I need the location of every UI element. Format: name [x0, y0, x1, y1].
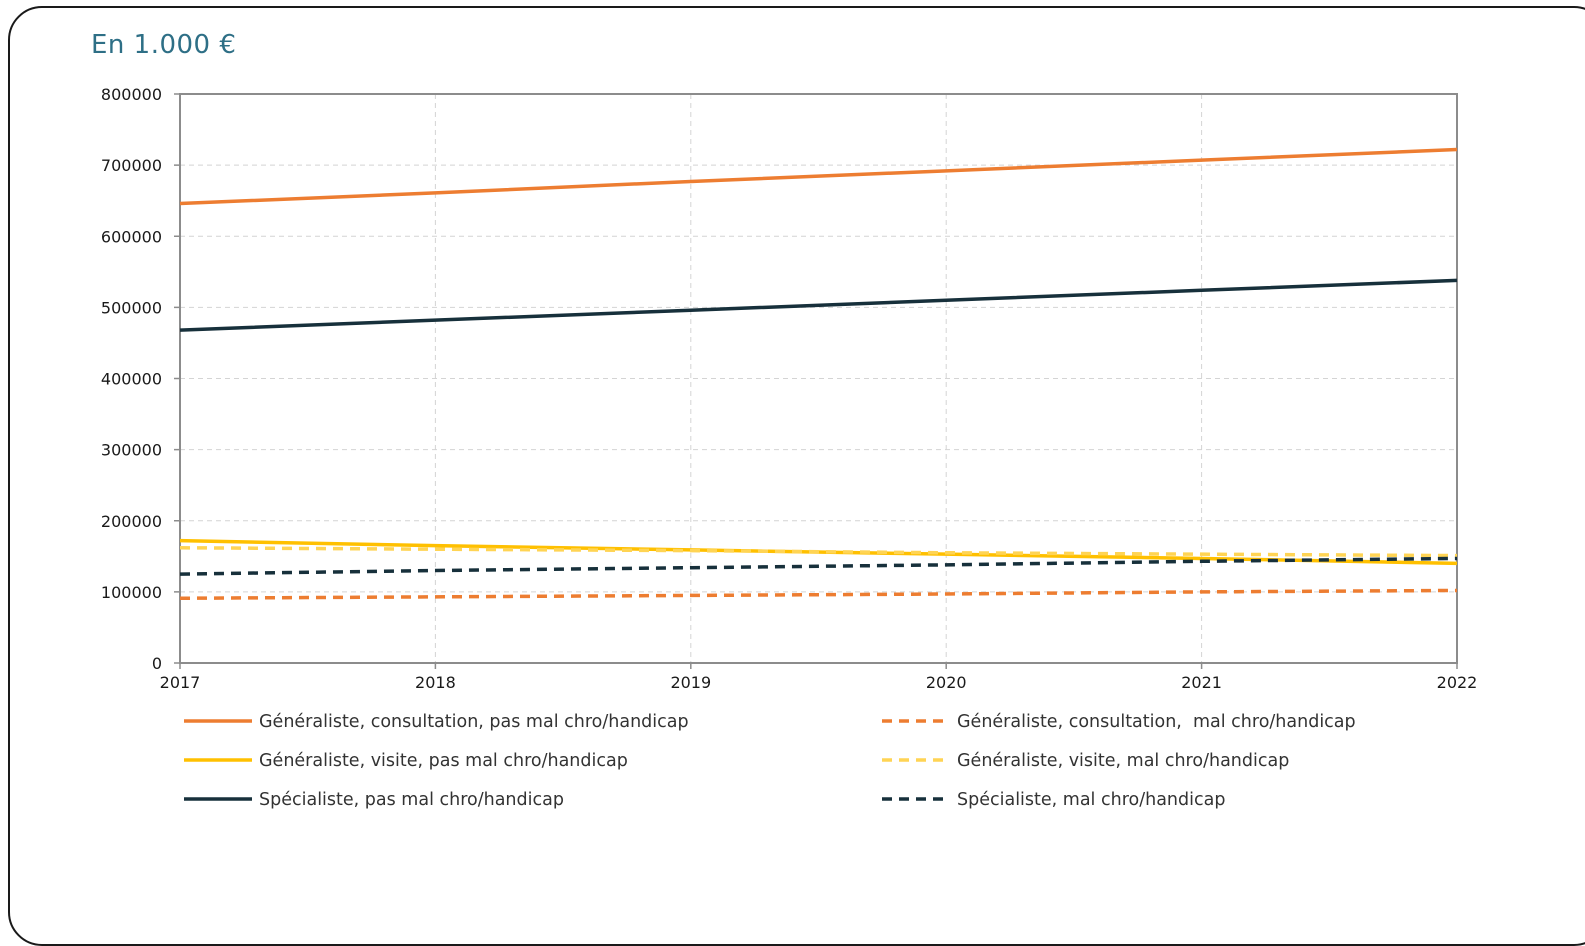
x-tick-label: 2019 [670, 673, 711, 692]
legend-item-3: Généraliste, visite, pas mal chro/handic… [184, 751, 628, 771]
tick-labels: 0 100000 200000 300000 400000 500000 600000 700… [101, 85, 1477, 692]
legend-item-1: Généraliste, consultation, pas mal chro/… [184, 712, 689, 732]
series-line-4 [179, 546, 1458, 558]
x-tick-label: 2018 [415, 673, 456, 692]
y-tick-label: 400000 [101, 370, 162, 389]
grid-layer [180, 93, 1457, 663]
series-line-6 [179, 556, 1458, 576]
series-line-5 [179, 278, 1458, 332]
series-line-2 [179, 588, 1458, 601]
legend-label: Généraliste, consultation, pas mal chro/… [259, 712, 689, 732]
y-tick-label: 200000 [101, 512, 162, 531]
series-line-1 [179, 147, 1458, 206]
y-tick-label: 600000 [101, 227, 162, 246]
legend-item-5: Spécialiste, pas mal chro/handicap [184, 790, 564, 810]
legend-label: Spécialiste, mal chro/handicap [957, 790, 1225, 810]
x-tick-label: 2021 [1181, 673, 1222, 692]
chart-frame [8, 6, 1585, 946]
x-tick-label: 2020 [926, 673, 967, 692]
legend: Généraliste, consultation, pas mal chro/… [184, 712, 1356, 810]
line-chart: 0 100000 200000 300000 400000 500000 600000 700… [101, 85, 1477, 810]
unit-label: En 1.000 € [91, 30, 237, 60]
axes-layer [174, 93, 1458, 669]
y-tick-label: 100000 [101, 583, 162, 602]
legend-item-4: Généraliste, visite, mal chro/handicap [882, 751, 1289, 771]
legend-label: Généraliste, visite, mal chro/handicap [957, 751, 1289, 771]
legend-label: Généraliste, consultation, mal chro/hand… [957, 712, 1356, 732]
y-tick-label: 800000 [101, 85, 162, 104]
series-layer [179, 147, 1458, 601]
x-tick-label: 2017 [160, 673, 201, 692]
legend-label: Spécialiste, pas mal chro/handicap [259, 790, 564, 810]
legend-label: Généraliste, visite, pas mal chro/handic… [259, 751, 628, 771]
x-tick-label: 2022 [1437, 673, 1478, 692]
y-tick-label: 0 [152, 654, 162, 673]
y-tick-label: 500000 [101, 298, 162, 317]
legend-item-2: Généraliste, consultation, mal chro/hand… [882, 712, 1356, 732]
y-tick-label: 700000 [101, 156, 162, 175]
y-tick-label: 300000 [101, 441, 162, 460]
legend-item-6: Spécialiste, mal chro/handicap [882, 790, 1225, 810]
